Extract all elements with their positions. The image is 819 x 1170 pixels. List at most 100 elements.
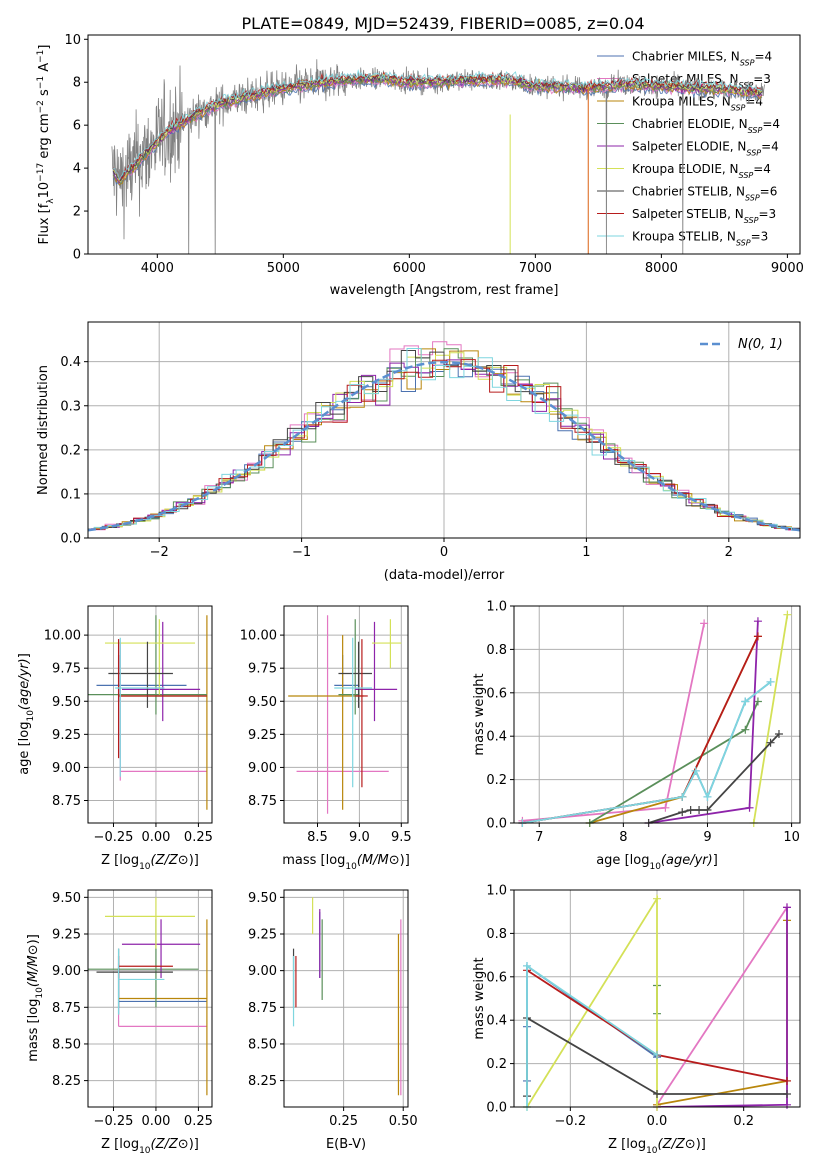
y-tick-label: 0.2 (486, 773, 507, 788)
y-tick-label: 9.75 (52, 662, 81, 677)
weight-series-line (589, 636, 759, 823)
weight-ylabel: mass weight (472, 673, 487, 755)
weight-series-line (522, 623, 705, 822)
x-tick-label: 8.5 (307, 830, 328, 845)
legend-count: =4 (753, 162, 771, 176)
x-tick-label: 2 (725, 545, 733, 560)
legend-label: Chabrier MILES, NSSP=4 (632, 50, 772, 68)
legend-model: Chabrier STELIB (632, 185, 728, 199)
x-tick-label: 10 (783, 830, 800, 845)
weight-point-marker (695, 805, 704, 814)
y-tick-label: 9.00 (52, 761, 81, 776)
legend-label: Kroupa STELIB, NSSP=3 (632, 230, 768, 248)
y-tick-label: 0.4 (486, 730, 507, 745)
x-tick-label: 7 (535, 830, 543, 845)
y-tick-label: 0.4 (486, 1014, 507, 1029)
legend-count: =4 (761, 140, 779, 154)
panel-3-axes: 8.5 9.0 9.5 8.75 9.00 9.25 9.50 9.75 10.00 (240, 606, 412, 845)
x-tick-label: 9.0 (349, 830, 370, 845)
y-tick-label: 4 (73, 162, 81, 177)
y-tick-label: 8.75 (52, 1001, 81, 1016)
legend-model: Chabrier MILES (632, 50, 723, 64)
panel-5-axis-label: mass [log10(M/M⊙)] (26, 934, 45, 1062)
panel-5-frame (87, 889, 213, 1108)
weight-point-marker (523, 961, 531, 970)
panel-6-axes: 0.25 0.50 8.25 8.50 8.75 9.00 9.25 9.50 (248, 890, 418, 1129)
y-tick-label: 9.25 (248, 927, 277, 942)
y-tick-label: 8.25 (248, 1074, 277, 1089)
legend-count: =3 (753, 72, 771, 86)
weight-series-line (656, 906, 788, 1106)
y-tick-label: 0.4 (60, 355, 81, 370)
x-tick-label: 9.5 (391, 830, 412, 845)
x-tick-label: 9000 (771, 261, 804, 276)
weight-series-line (526, 964, 658, 1107)
weight-point-marker (783, 1100, 791, 1109)
x-tick-label: 8000 (645, 261, 678, 276)
x-tick-label: −1 (292, 545, 311, 560)
y-tick-label: 9.50 (248, 695, 277, 710)
weight-point-marker (700, 619, 709, 628)
weight-series-line (522, 681, 772, 823)
panel-2-frame (87, 605, 213, 824)
y-tick-label: 9.25 (52, 728, 81, 743)
legend-model: Salpeter STELIB (632, 207, 727, 221)
legend-count: =3 (758, 207, 776, 221)
y-tick-label: 0.0 (60, 532, 81, 547)
spectrum-model-line (112, 75, 763, 185)
legend-model: Kroupa ELODIE (632, 162, 722, 176)
weight-point-marker (703, 805, 712, 814)
legend-count: =4 (762, 117, 780, 131)
weight-point-marker (766, 677, 775, 686)
spectrum-model-line (113, 69, 763, 182)
panel-2-axis-label: age [log10(age/yr)] (17, 653, 36, 775)
y-tick-label: 0.2 (486, 1057, 507, 1072)
gaussian-legend-label: N(0, 1) (738, 337, 783, 352)
weight-point-marker (745, 803, 754, 812)
panel-2-axes: −0.25 0.00 0.25 8.75 9.00 9.25 9.50 9.75 10.00 (44, 606, 213, 845)
weight-point-marker (686, 805, 695, 814)
weight-series-line (752, 614, 789, 823)
y-tick-label: 0.0 (486, 1101, 507, 1116)
legend-label: Salpeter ELODIE, NSSP=4 (632, 140, 779, 158)
panel-3-axis-label: mass [log10(M/M⊙)] (282, 853, 410, 872)
y-tick-label: 1.0 (486, 600, 507, 615)
y-tick-label: 8.50 (248, 1037, 277, 1052)
weight-point-marker (653, 1050, 661, 1059)
x-tick-label: −2 (150, 545, 169, 560)
weight-point-marker (741, 697, 750, 706)
residual-xlabel: (data-model)/error (384, 568, 505, 583)
y-tick-label: 10.00 (240, 629, 277, 644)
y-tick-label: 0 (73, 248, 81, 263)
x-tick-label: 9 (703, 830, 711, 845)
x-tick-label: 0.00 (141, 830, 170, 845)
residual-ylabel: Normed distribution (36, 365, 51, 495)
residual-histogram-step (90, 341, 800, 531)
panel-5-axis-label: Z [log10(Z/Z⊙)] (101, 1137, 199, 1156)
panel-7-frame (513, 889, 801, 1108)
legend-label: Chabrier ELODIE, NSSP=4 (632, 117, 780, 135)
weight-point-marker (783, 903, 791, 912)
panel-0-frame (87, 34, 801, 255)
weight-series-line (589, 701, 759, 823)
x-tick-label: −0.2 (555, 1114, 587, 1129)
weight-point-marker (661, 803, 670, 812)
y-tick-label: 8.75 (248, 794, 277, 809)
spectrum-title: PLATE=0849, MJD=52439, FIBERID=0085, z=0… (241, 14, 644, 33)
y-tick-label: 8.25 (52, 1074, 81, 1089)
gaussian-reference-curve (88, 360, 800, 532)
y-tick-label: 0.6 (486, 686, 507, 701)
x-tick-label: 0.25 (184, 1114, 213, 1129)
y-tick-label: 9.50 (52, 891, 81, 906)
legend-model: Kroupa MILES (632, 95, 714, 109)
panel-3-frame (283, 605, 409, 824)
panel-4-frame (513, 605, 801, 824)
x-tick-label: 0.0 (647, 1114, 668, 1129)
panel-1-frame (87, 321, 801, 539)
y-tick-label: 9.75 (248, 662, 277, 677)
weight-series-line (522, 681, 772, 823)
weight-point-marker (653, 894, 661, 903)
panel-0-axes: 4000 5000 6000 7000 8000 9000 0 2 4 6 8 10 (64, 33, 803, 276)
weight-point-marker (703, 792, 712, 801)
